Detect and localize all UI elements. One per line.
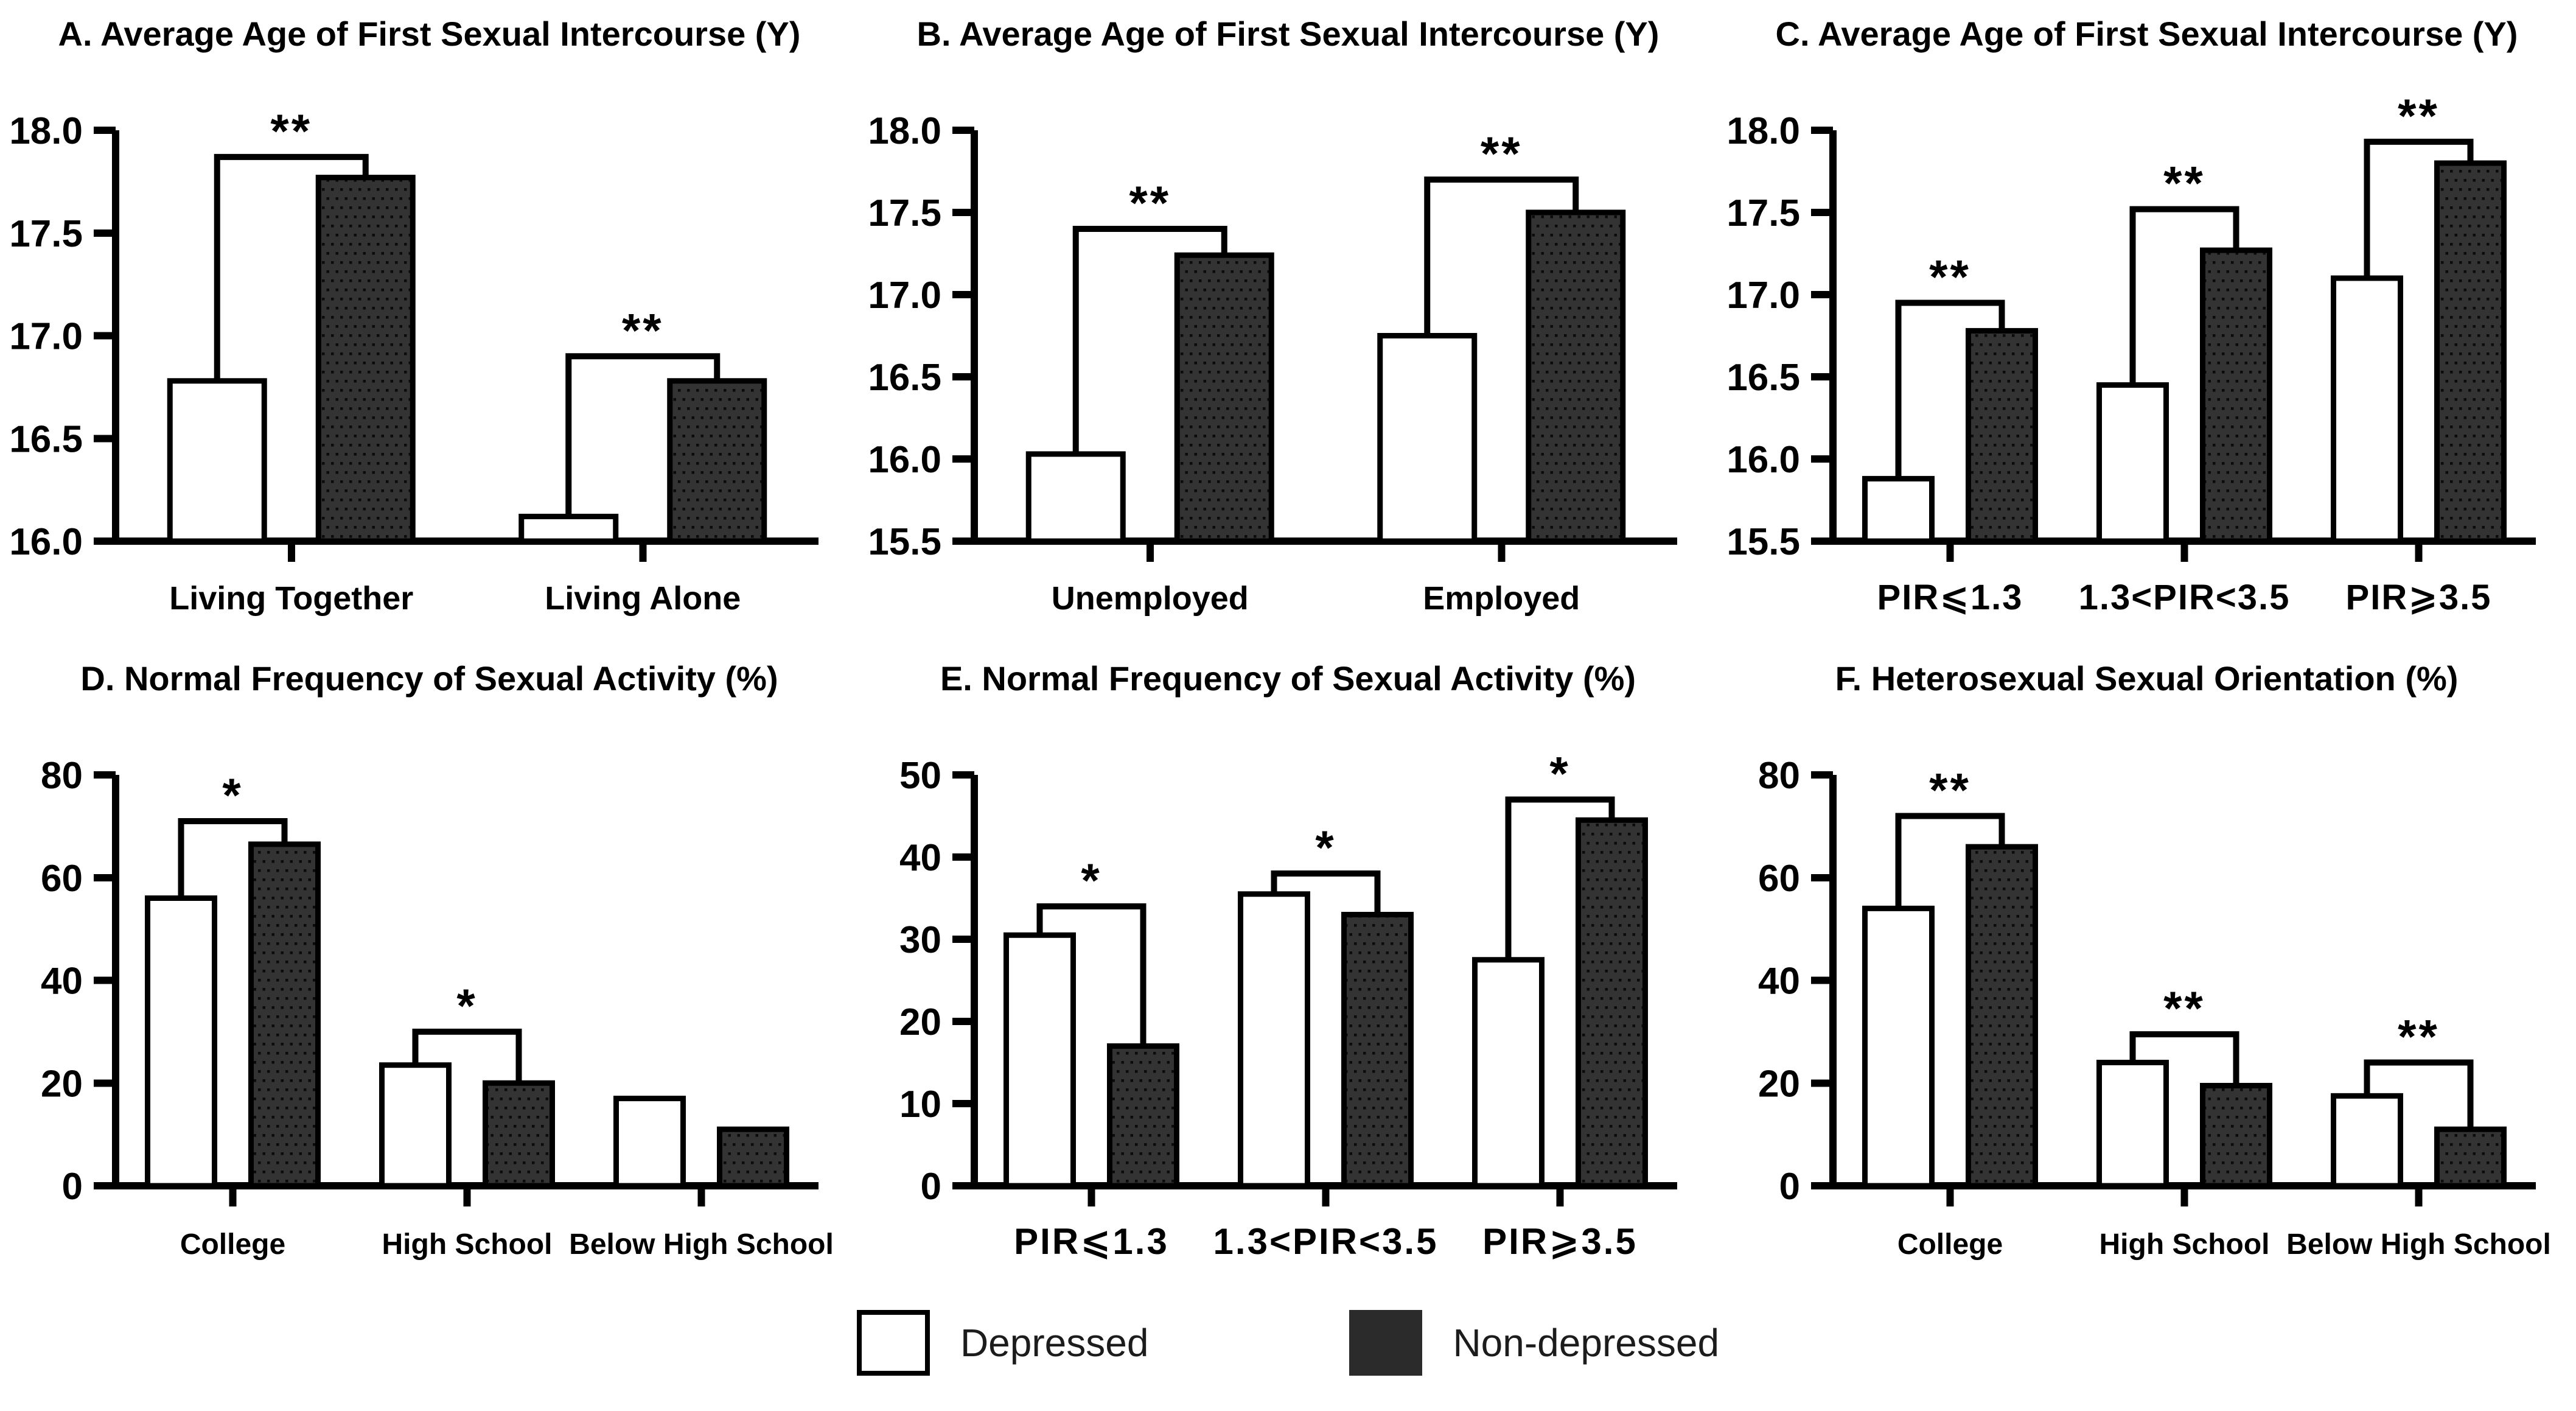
svg-text:17.0: 17.0 <box>868 275 941 317</box>
svg-text:17.0: 17.0 <box>9 316 83 358</box>
svg-text:*: * <box>1315 821 1336 874</box>
svg-text:0: 0 <box>62 1166 83 1208</box>
legend-item-depressed: Depressed <box>856 1310 1149 1376</box>
panel-c: C. Average Age of First Sexual Intercour… <box>1717 0 2576 645</box>
svg-text:*: * <box>222 768 243 822</box>
legend-item-nondepressed: Non-depressed <box>1349 1310 1719 1376</box>
svg-text:Employed: Employed <box>1423 580 1580 617</box>
svg-text:15.5: 15.5 <box>1726 521 1800 563</box>
svg-text:10: 10 <box>899 1084 941 1126</box>
svg-text:Unemployed: Unemployed <box>1052 580 1249 617</box>
figure-grid: A. Average Age of First Sexual Intercour… <box>0 0 2576 1289</box>
panel-a-bar-chart: 16.0 16.5 17.0 17.5 18.0 Living Together Livin… <box>9 104 819 617</box>
svg-text:18.0: 18.0 <box>1726 110 1800 152</box>
svg-text:60: 60 <box>41 858 83 900</box>
panel-f-title: F. Heterosexual Sexual Orientation (%) <box>1835 659 2459 698</box>
svg-text:**: ** <box>2163 981 2205 1035</box>
svg-text:1.3<PIR<3.5: 1.3<PIR<3.5 <box>1213 1221 1439 1262</box>
svg-text:**: ** <box>2163 156 2205 210</box>
svg-text:0: 0 <box>921 1166 941 1208</box>
svg-text:80: 80 <box>1758 755 1800 797</box>
svg-text:17.0: 17.0 <box>1726 275 1800 317</box>
svg-text:**: ** <box>622 303 664 357</box>
svg-text:**: ** <box>2398 1010 2440 1063</box>
svg-text:20: 20 <box>1758 1063 1800 1105</box>
svg-text:20: 20 <box>41 1063 83 1105</box>
panel-b-title: B. Average Age of First Sexual Intercour… <box>916 15 1660 53</box>
svg-text:16.5: 16.5 <box>9 418 83 460</box>
svg-text:17.5: 17.5 <box>868 192 941 234</box>
panel-c-title: C. Average Age of First Sexual Intercour… <box>1775 15 2518 53</box>
svg-text:**: ** <box>1929 763 1971 817</box>
svg-text:17.5: 17.5 <box>1726 192 1800 234</box>
panel-a: A. Average Age of First Sexual Intercour… <box>0 0 859 645</box>
panel-e: E. Normal Frequency of Sexual Activity (… <box>859 645 1717 1289</box>
svg-text:0: 0 <box>1779 1166 1800 1208</box>
svg-text:17.5: 17.5 <box>9 213 83 255</box>
svg-text:High School: High School <box>2100 1228 2270 1261</box>
svg-text:30: 30 <box>899 919 941 961</box>
panel-e-title: E. Normal Frequency of Sexual Activity (… <box>940 659 1636 698</box>
svg-text:16.0: 16.0 <box>9 521 83 563</box>
panel-b: B. Average Age of First Sexual Intercour… <box>859 0 1717 645</box>
svg-text:Living Together: Living Together <box>169 580 413 617</box>
legend-swatch-depressed <box>856 1310 930 1376</box>
svg-text:1.3<PIR<3.5: 1.3<PIR<3.5 <box>2079 578 2291 617</box>
panel-c-bar-chart: 15.5 16.0 16.5 17.0 17.5 18.0 PIR⩽1.3 1.3<PIR<3… <box>1726 89 2536 617</box>
svg-text:*: * <box>1549 747 1570 800</box>
svg-text:40: 40 <box>1758 961 1800 1003</box>
svg-text:PIR⩾3.5: PIR⩾3.5 <box>1482 1221 1638 1262</box>
svg-text:*: * <box>456 979 477 1032</box>
legend-label-depressed: Depressed <box>960 1321 1149 1365</box>
svg-text:College: College <box>1897 1228 2003 1261</box>
panel-d: D. Normal Frequency of Sexual Activity (… <box>0 645 859 1289</box>
svg-text:Below High School: Below High School <box>2286 1228 2551 1261</box>
svg-text:*: * <box>1081 853 1101 907</box>
svg-text:16.5: 16.5 <box>1726 357 1800 399</box>
legend-swatch-nondepressed <box>1349 1310 1423 1376</box>
svg-text:40: 40 <box>899 837 941 879</box>
panel-d-bar-chart: 0 20 40 60 80 College High School Below High Sc… <box>41 755 834 1261</box>
svg-text:20: 20 <box>899 1001 941 1043</box>
panel-f: F. Heterosexual Sexual Orientation (%) 0… <box>1717 645 2576 1289</box>
svg-text:College: College <box>180 1228 285 1261</box>
legend: Depressed Non-depressed <box>0 1310 2576 1376</box>
svg-text:18.0: 18.0 <box>868 110 941 152</box>
svg-text:**: ** <box>1481 127 1523 180</box>
svg-text:**: ** <box>2398 89 2440 142</box>
panel-d-title: D. Normal Frequency of Sexual Activity (… <box>80 659 778 698</box>
svg-text:40: 40 <box>41 961 83 1003</box>
panel-a-title: A. Average Age of First Sexual Intercour… <box>58 15 801 53</box>
svg-text:PIR⩽1.3: PIR⩽1.3 <box>1014 1221 1169 1262</box>
svg-text:16.0: 16.0 <box>868 439 941 481</box>
svg-text:50: 50 <box>899 755 941 797</box>
svg-text:Below High School: Below High School <box>569 1228 834 1261</box>
svg-text:PIR⩾3.5: PIR⩾3.5 <box>2346 578 2492 617</box>
svg-text:80: 80 <box>41 755 83 797</box>
svg-text:High School: High School <box>382 1228 553 1261</box>
svg-text:16.5: 16.5 <box>868 357 941 399</box>
panel-f-bar-chart: 0 20 40 60 80 College High School Below High Sc… <box>1758 755 2551 1261</box>
panel-b-bar-chart: 15.5 16.0 16.5 17.0 17.5 18.0 Unemployed Employ… <box>868 110 1677 617</box>
svg-text:**: ** <box>270 104 312 158</box>
svg-text:**: ** <box>1929 250 1971 304</box>
svg-text:16.0: 16.0 <box>1726 439 1800 481</box>
svg-text:60: 60 <box>1758 858 1800 900</box>
svg-text:15.5: 15.5 <box>868 521 941 563</box>
panel-e-bar-chart: 0 10 20 30 40 50 PIR⩽1.3 1.3<PIR<3.5 PIR⩾3.5 * * * <box>899 747 1677 1262</box>
svg-text:Living Alone: Living Alone <box>545 580 741 617</box>
svg-text:**: ** <box>1129 176 1171 229</box>
legend-label-nondepressed: Non-depressed <box>1453 1321 1720 1365</box>
svg-text:18.0: 18.0 <box>9 110 83 152</box>
svg-text:PIR⩽1.3: PIR⩽1.3 <box>1877 578 2023 617</box>
